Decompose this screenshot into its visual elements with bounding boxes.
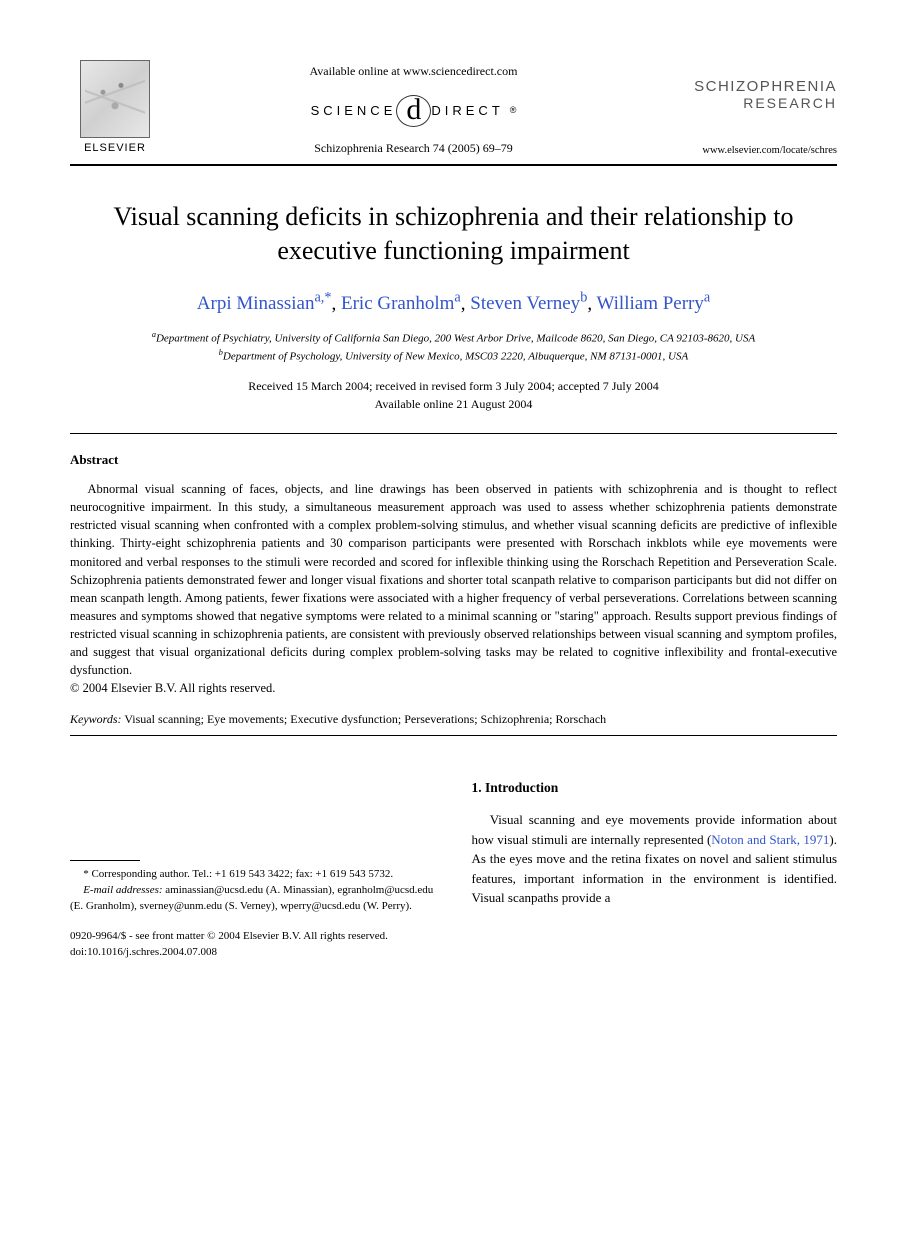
article-title: Visual scanning deficits in schizophreni…: [90, 200, 817, 268]
keywords-label: Keywords:: [70, 712, 122, 726]
author-4-name: William Perry: [596, 293, 703, 314]
journal-title-block: SCHIZOPHRENIA RESEARCH www.elsevier.com/…: [667, 60, 837, 156]
sciencedirect-left: SCIENCE: [311, 103, 397, 118]
available-online-text: Available online at www.sciencedirect.co…: [160, 64, 667, 79]
header-center: Available online at www.sciencedirect.co…: [160, 60, 667, 156]
author-1[interactable]: Arpi Minassiana,*: [197, 293, 332, 314]
author-2-name: Eric Granholm: [341, 293, 454, 314]
sciencedirect-logo: SCIENCE d DIRECT ®: [160, 93, 667, 127]
affil-a-text: Department of Psychiatry, University of …: [156, 333, 755, 345]
affil-b-text: Department of Psychology, University of …: [223, 351, 688, 363]
author-1-affil-sup: a,*: [314, 290, 331, 306]
registered-icon: ®: [510, 105, 517, 115]
author-1-name: Arpi Minassian: [197, 293, 315, 314]
dates-received: Received 15 March 2004; received in revi…: [70, 377, 837, 395]
footnotes: * Corresponding author. Tel.: +1 619 543…: [70, 867, 436, 915]
doi-line: doi:10.1016/j.schres.2004.07.008: [70, 945, 436, 960]
abstract-heading: Abstract: [70, 452, 837, 468]
keywords-line: Keywords: Visual scanning; Eye movements…: [70, 712, 837, 727]
corresponding-author-note: * Corresponding author. Tel.: +1 619 543…: [70, 867, 436, 883]
affiliation-a: aDepartment of Psychiatry, University of…: [70, 329, 837, 347]
author-2[interactable]: Eric Granholma: [341, 293, 461, 314]
author-4[interactable]: William Perrya: [596, 293, 710, 314]
introduction-paragraph: Visual scanning and eye movements provid…: [472, 810, 838, 908]
abstract-copyright: © 2004 Elsevier B.V. All rights reserved…: [70, 681, 837, 696]
abstract-body: Abnormal visual scanning of faces, objec…: [70, 480, 837, 679]
front-matter-line: 0920-9964/$ - see front matter © 2004 El…: [70, 929, 436, 944]
publisher-block: ELSEVIER: [70, 60, 160, 154]
citation-noton-stark[interactable]: Noton and Stark, 1971: [711, 832, 829, 847]
body-columns: * Corresponding author. Tel.: +1 619 543…: [70, 780, 837, 960]
affiliation-b: bDepartment of Psychology, University of…: [70, 347, 837, 365]
author-2-affil-sup: a: [454, 290, 460, 306]
journal-name-line1: SCHIZOPHRENIA: [667, 78, 837, 95]
author-list: Arpi Minassiana,*, Eric Granholma, Steve…: [70, 290, 837, 315]
journal-citation: Schizophrenia Research 74 (2005) 69–79: [160, 141, 667, 156]
author-3-name: Steven Verney: [470, 293, 580, 314]
publisher-name: ELSEVIER: [84, 142, 146, 154]
pre-abstract-rule: [70, 433, 837, 434]
journal-name-line2: RESEARCH: [667, 95, 837, 111]
affiliations: aDepartment of Psychiatry, University of…: [70, 329, 837, 365]
introduction-heading: 1. Introduction: [472, 780, 838, 796]
email-addresses-note: E-mail addresses: aminassian@ucsd.edu (A…: [70, 883, 436, 915]
sciencedirect-d-icon: d: [402, 93, 425, 127]
keywords-text: Visual scanning; Eye movements; Executiv…: [122, 712, 607, 726]
author-4-affil-sup: a: [704, 290, 710, 306]
page-header: ELSEVIER Available online at www.science…: [70, 60, 837, 156]
sciencedirect-right: DIRECT: [431, 103, 503, 118]
left-column: * Corresponding author. Tel.: +1 619 543…: [70, 780, 436, 960]
email-label: E-mail addresses:: [83, 884, 162, 896]
author-3[interactable]: Steven Verneyb: [470, 293, 587, 314]
post-abstract-rule: [70, 735, 837, 736]
right-column: 1. Introduction Visual scanning and eye …: [472, 780, 838, 960]
dates-available: Available online 21 August 2004: [70, 395, 837, 413]
elsevier-tree-logo: [80, 60, 150, 138]
header-rule: [70, 164, 837, 166]
footnote-rule: [70, 860, 140, 861]
author-3-affil-sup: b: [580, 290, 587, 306]
doi-block: 0920-9964/$ - see front matter © 2004 El…: [70, 929, 436, 960]
article-dates: Received 15 March 2004; received in revi…: [70, 377, 837, 413]
journal-url: www.elsevier.com/locate/schres: [667, 145, 837, 156]
